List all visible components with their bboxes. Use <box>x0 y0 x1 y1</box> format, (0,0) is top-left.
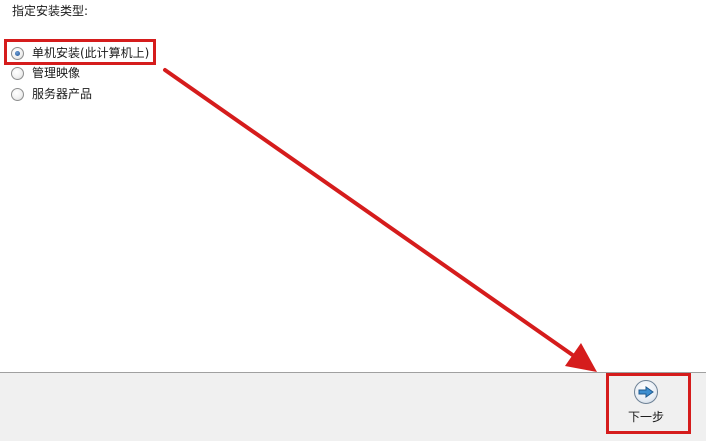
arrow-right-circle-icon <box>634 380 658 404</box>
highlight-box-option <box>4 39 156 65</box>
option-admin-image[interactable]: 管理映像 <box>11 64 80 82</box>
option-label: 服务器产品 <box>32 87 93 101</box>
footer-bar <box>0 372 706 441</box>
option-label: 单机安装(此计算机上) <box>32 46 150 60</box>
option-label: 管理映像 <box>32 66 81 80</box>
option-server-product[interactable]: 服务器产品 <box>11 85 92 103</box>
radio-unselected-icon[interactable] <box>11 87 24 101</box>
radio-unselected-icon[interactable] <box>11 66 24 80</box>
next-button-label: 下一步 <box>627 410 664 424</box>
install-type-prompt: 指定安装类型: <box>12 4 89 18</box>
option-standalone-install[interactable]: 单机安装(此计算机上) <box>11 44 149 62</box>
next-button[interactable]: 下一步 <box>614 378 678 430</box>
highlight-box-next <box>606 373 691 434</box>
radio-selected-icon[interactable] <box>11 46 24 60</box>
